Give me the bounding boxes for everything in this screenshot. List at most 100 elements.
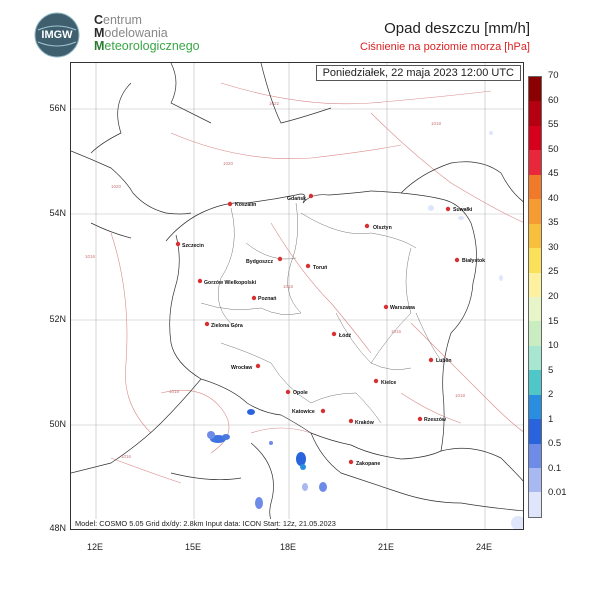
isobar-label: 1018 [283,284,294,289]
brand-word-3: eteorologicznego [104,39,200,53]
colorbar-tick-label: 40 [548,192,559,204]
colorbar-segment [529,125,541,151]
isobar-label: 1016 [85,254,96,259]
colorbar-segment [529,174,541,200]
lon-label: 18E [279,542,296,552]
colorbar-segment [529,199,541,224]
brand-word-2: odelowania [104,26,168,40]
colorbar-segment [529,419,541,444]
isobar-label: 1018 [169,389,180,394]
map-title: Opad deszczu [mm/h] [384,20,530,37]
city-lublin: Lublin [436,358,452,364]
colorbar-segment [529,77,541,102]
colorbar-segment [529,296,541,322]
brand-initial-1: C [94,13,104,27]
colorbar-tick-label: 10 [548,340,559,352]
city-gorzow-wielkopolski: Gorzów Wielkopolski [204,280,257,286]
colorbar-tick-label: 2 [548,389,554,401]
colorbar-tick-label: 45 [548,168,559,180]
lat-label: 52N [49,314,66,324]
graticule [71,63,523,529]
city-krakow: Kraków [355,420,375,426]
city-torun: Toruń [313,265,327,271]
isobar-label: 1018 [455,393,466,398]
colorbar-segment [529,150,541,175]
lon-label: 15E [184,542,201,552]
city-koszalin: Koszalin [235,202,256,208]
coastlines-and-borders [71,63,523,529]
city-kielce: Kielce [381,380,396,386]
brand-initial-3: M [94,39,105,53]
colorbar-tick-label: 30 [548,241,559,253]
imgw-logo: IMGW [34,12,80,58]
lat-label: 54N [49,208,66,218]
colorbar-segment [529,468,541,493]
colorbar-tick-label: 0.1 [548,462,562,474]
city-opole: Opole [293,390,308,396]
city-suwalki: Suwałki [453,207,473,213]
city-bialystok: Białystok [462,258,485,264]
colorbar-segment [529,492,541,517]
city-lodz: Łódź [339,333,352,339]
colorbar-tick-label: 60 [548,94,559,106]
forecast-datetime: Poniedziałek, 22 maja 2023 12:00 UTC [315,65,521,81]
city-katowice: Katowice [292,409,315,415]
city-bydgoszcz: Bydgoszcz [246,259,274,265]
city-poznan: Poznań [258,296,276,302]
city-zakopane: Zakopane [356,461,380,467]
colorbar-tick-label: 70 [548,70,559,81]
lat-label: 56N [49,103,66,113]
city-markers: Gdańsk Koszalin Olsztyn Suwałki Szczecin… [175,193,485,467]
precipitation-map[interactable]: 1022 1020 1018 1016 1018 1018 1016 1016 … [70,62,524,530]
colorbar-tick-label: 55 [548,119,559,131]
isobar-label: 1020 [223,161,234,166]
lat-label: 50N [49,419,66,429]
colorbar-tick-label: 1 [548,413,554,425]
voivodeship-borders [200,202,444,424]
isobar-labels: 1022 1020 1018 1016 1018 1018 1016 1016 … [85,101,466,459]
colorbar-segment [529,272,541,297]
colorbar-segment [529,370,541,395]
isobar-label: 1018 [431,121,442,126]
isobars [110,82,523,484]
isobar-label: 1016 [121,454,132,459]
colorbar-tick-label: 15 [548,315,559,327]
city-wroclaw: Wrocław [231,365,253,371]
colorbar-tick-label: 35 [548,217,559,229]
city-szczecin: Szczecin [182,243,204,249]
colorbar-tick-label: 5 [548,364,554,376]
isobar-label: 1016 [391,329,402,334]
lon-label: 24E [475,542,492,552]
precipitation-areas [207,131,523,529]
isobar-label: 1022 [269,101,280,106]
brand-name: Centrum Modelowania Meteorologicznego [94,14,200,53]
model-info-footer: Model: COSMO 5.05 Grid dx/dy: 2.8km Inpu… [73,519,338,528]
map-subtitle: Ciśnienie na poziomie morza [hPa] [360,41,530,53]
brand-word-1: entrum [103,13,142,27]
city-rzeszow: Rzeszów [424,417,447,423]
logo-text: IMGW [41,29,73,41]
colorbar-segment [529,345,541,371]
colorbar-tick-label: 25 [548,266,559,278]
colorbar-segment [529,394,541,420]
map-canvas: 1022 1020 1018 1016 1018 1018 1016 1016 … [71,63,523,529]
colorbar-segment [529,248,541,273]
lon-label: 21E [377,542,394,552]
colorbar-tick-label: 20 [548,291,559,302]
city-olsztyn: Olsztyn [373,225,392,231]
city-gdansk: Gdańsk [287,196,306,202]
precipitation-colorbar [528,76,542,518]
city-zielona-gora: Zielona Góra [211,323,243,329]
colorbar-tick-label: 0.5 [548,438,562,450]
lon-label: 12E [86,542,103,552]
brand-initial-2: M [94,26,105,40]
colorbar-segment [529,101,541,126]
colorbar-segment [529,443,541,468]
lat-label: 48N [49,523,66,533]
colorbar-tick-label: 50 [548,143,559,155]
colorbar-segment [529,223,541,249]
colorbar-tick-label: 0.01 [548,487,567,499]
colorbar-segment [529,321,541,346]
city-warszawa: Warszawa [390,305,415,311]
isobar-label: 1020 [111,184,122,189]
